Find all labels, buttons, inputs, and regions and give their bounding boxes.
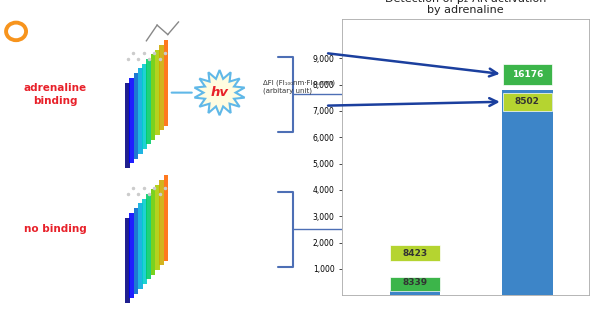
Text: ΔFI (FI₁₀₀nm·FI₆₆₄nm)
(arbitary unit): ΔFI (FI₁₀₀nm·FI₆₆₄nm) (arbitary unit) — [263, 80, 335, 94]
Text: 8339: 8339 — [403, 278, 428, 287]
Bar — [142, 64, 147, 149]
Text: 16176: 16176 — [512, 70, 543, 78]
Polygon shape — [195, 70, 245, 115]
Bar — [155, 185, 159, 270]
Bar — [390, 290, 440, 295]
Bar — [159, 45, 164, 130]
Bar — [164, 40, 168, 126]
Bar — [151, 54, 155, 140]
Bar — [133, 73, 138, 159]
Text: no binding: no binding — [24, 224, 87, 234]
Bar — [502, 90, 553, 295]
Bar — [503, 93, 552, 111]
Bar — [138, 203, 143, 289]
Bar — [390, 245, 440, 261]
Bar — [125, 83, 130, 168]
Text: adrenaline
binding: adrenaline binding — [24, 83, 87, 106]
Bar — [146, 194, 151, 279]
Title: Detection of β₂-AR activation
by adrenaline: Detection of β₂-AR activation by adrenal… — [385, 0, 546, 15]
Text: 8423: 8423 — [403, 249, 428, 257]
Bar — [159, 180, 164, 265]
Text: 8502: 8502 — [515, 97, 540, 106]
Bar — [138, 68, 143, 154]
Bar — [155, 50, 159, 135]
Bar — [129, 78, 134, 163]
Bar — [503, 63, 552, 85]
Bar — [125, 218, 130, 303]
Bar — [164, 175, 168, 261]
Bar — [146, 59, 151, 144]
Bar — [133, 208, 138, 294]
Bar — [129, 213, 134, 298]
Text: hv: hv — [211, 86, 228, 99]
Bar — [142, 199, 147, 284]
Bar — [151, 189, 155, 275]
Bar — [390, 277, 440, 291]
